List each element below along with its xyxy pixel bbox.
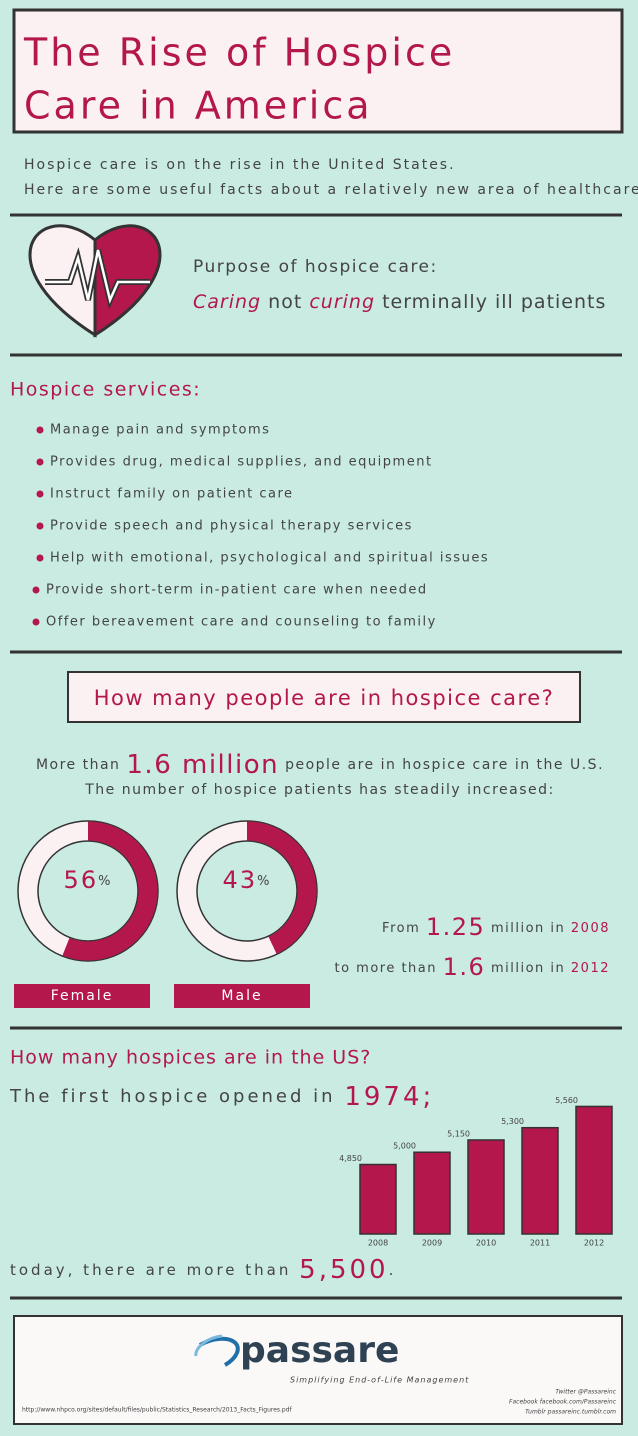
text: . xyxy=(389,1261,397,1279)
percent-label: 56% xyxy=(64,866,113,894)
text: million in xyxy=(491,921,565,936)
services-list: Manage pain and symptoms Provides drug, m… xyxy=(32,423,489,630)
value-label: 5,150 xyxy=(447,1129,470,1138)
source: http://www.nhpco.org/sites/default/files… xyxy=(22,1407,293,1414)
services-heading: Hospice services: xyxy=(10,379,201,401)
value-label: 5,560 xyxy=(555,1096,578,1105)
title: Care in America xyxy=(24,84,373,128)
value-label: 5,300 xyxy=(501,1117,524,1126)
emphasis: curing xyxy=(309,291,375,313)
title-box xyxy=(12,8,624,134)
service-item: Manage pain and symptoms xyxy=(50,423,270,438)
logo-mark xyxy=(194,1334,240,1367)
tagline: Simplifying End-of-Life Management xyxy=(290,1376,469,1385)
category-label: Female xyxy=(51,988,114,1004)
from-line: From 1.25 million in 2008 xyxy=(382,913,610,941)
heart-icon xyxy=(28,224,162,338)
x-tick-label: 2010 xyxy=(476,1239,496,1248)
x-tick-label: 2012 xyxy=(584,1239,604,1248)
category-box xyxy=(14,984,150,1008)
bullet xyxy=(36,490,44,498)
big-number: 5,500 xyxy=(299,1255,388,1285)
text: people are in hospice care in the U.S. xyxy=(285,757,604,773)
social: Twitter @Passareinc xyxy=(555,1389,616,1396)
unit: % xyxy=(257,874,271,889)
emphasis: Caring xyxy=(193,291,261,313)
donut-arc xyxy=(62,821,158,961)
text: to more than xyxy=(334,961,437,976)
year: 2012 xyxy=(571,961,610,976)
hospices-heading: How many hospices are in the US? xyxy=(10,1047,371,1069)
text: The first hospice opened in xyxy=(9,1086,336,1107)
bullet xyxy=(36,522,44,530)
text: ; xyxy=(422,1082,434,1112)
category-label: Male xyxy=(221,988,262,1004)
service-item: Instruct family on patient care xyxy=(50,487,294,502)
today-line: today, there are more than 5,500. xyxy=(10,1255,396,1285)
x-tick-label: 2008 xyxy=(368,1239,388,1248)
donut-outline xyxy=(176,820,318,962)
service-item: Help with emotional, psychological and s… xyxy=(50,551,489,566)
purpose-line: Caring not curing terminally ill patient… xyxy=(193,291,606,313)
logo: passare xyxy=(240,1330,399,1371)
big-number: 1.6 xyxy=(443,953,486,981)
service-item: Provides drug, medical supplies, and equ… xyxy=(50,455,433,470)
service-item: Offer bereavement care and counseling to… xyxy=(46,615,437,630)
year: 1974 xyxy=(344,1082,422,1112)
donut-outline xyxy=(196,840,298,942)
category-box xyxy=(174,984,310,1008)
unit: % xyxy=(98,874,112,889)
text: not xyxy=(268,291,302,313)
service-item: Provide short-term in-patient care when … xyxy=(46,583,428,598)
to-line: to more than 1.6 million in 2012 xyxy=(334,953,610,981)
text: million in xyxy=(491,961,565,976)
value-label: 4,850 xyxy=(339,1154,362,1163)
heading-box xyxy=(67,671,581,723)
bullet xyxy=(36,554,44,562)
value-label: 5,000 xyxy=(393,1142,416,1151)
donut-outline xyxy=(17,820,159,962)
text: terminally ill patients xyxy=(382,291,606,313)
donut-outline xyxy=(37,840,139,942)
big-number: 1.25 xyxy=(426,913,485,941)
people-line: More than 1.6 million people are in hosp… xyxy=(36,750,604,780)
people-heading: How many people are in hospice care? xyxy=(94,686,555,710)
text: More than xyxy=(36,757,120,773)
intro: Here are some useful facts about a relat… xyxy=(24,182,638,198)
donut-arc xyxy=(246,821,317,954)
bar xyxy=(413,1151,451,1235)
x-tick-label: 2009 xyxy=(422,1239,442,1248)
year: 2008 xyxy=(571,921,610,936)
bullet xyxy=(32,586,40,594)
percent-label: 43% xyxy=(223,866,272,894)
value: 43 xyxy=(223,866,258,894)
text: today, there are more than xyxy=(10,1261,291,1279)
people-line: The number of hospice patients has stead… xyxy=(84,782,555,798)
social: Facebook facebook.com/Passareinc xyxy=(509,1399,617,1406)
bullet xyxy=(36,426,44,434)
purpose-heading: Purpose of hospice care: xyxy=(193,257,438,277)
value: 56 xyxy=(64,866,99,894)
bar xyxy=(359,1163,397,1235)
x-tick-label: 2011 xyxy=(530,1239,550,1248)
bullet xyxy=(32,618,40,626)
first-line: The first hospice opened in 1974; xyxy=(9,1082,434,1112)
bar xyxy=(575,1105,613,1235)
bullet xyxy=(36,458,44,466)
footer-box xyxy=(13,1315,623,1425)
service-item: Provide speech and physical therapy serv… xyxy=(50,519,413,534)
social: Tumblr passareinc.tumblr.com xyxy=(525,1409,616,1416)
text: From xyxy=(382,921,420,936)
bar xyxy=(521,1126,559,1235)
bar xyxy=(467,1139,505,1235)
title: The Rise of Hospice xyxy=(23,31,455,75)
intro: Hospice care is on the rise in the Unite… xyxy=(24,157,456,173)
big-number: 1.6 million xyxy=(126,750,279,780)
